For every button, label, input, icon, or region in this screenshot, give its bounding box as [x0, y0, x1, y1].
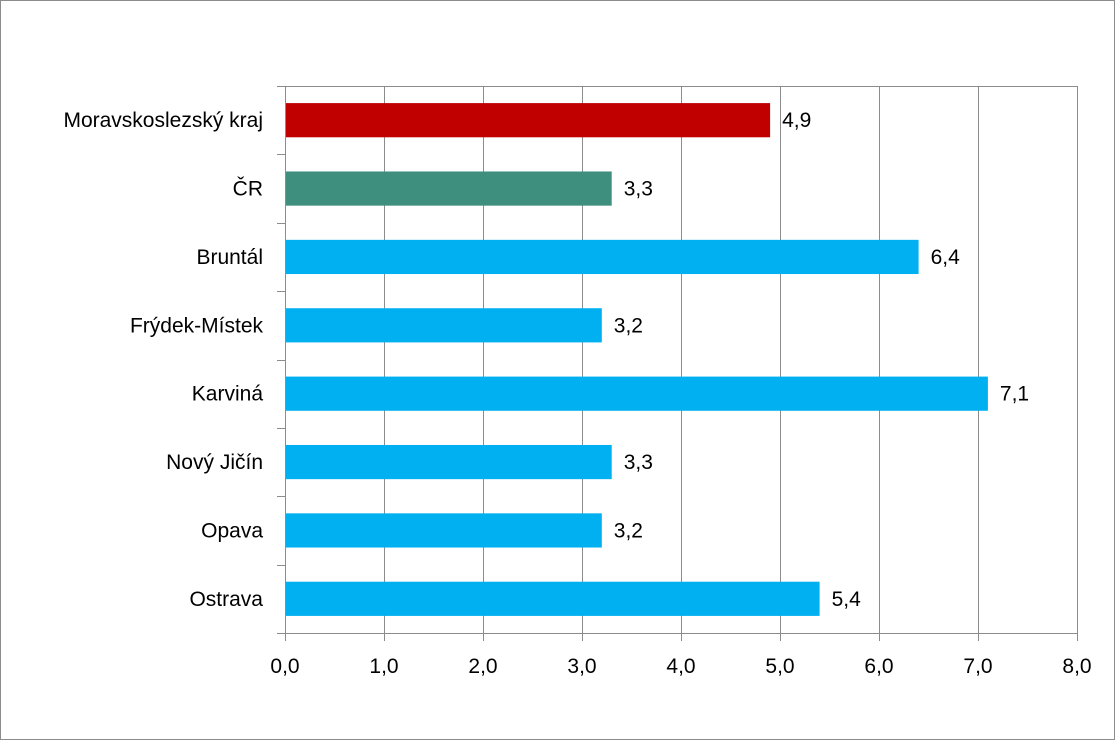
x-tick-label-4: 4,0	[666, 655, 695, 678]
bar-7	[285, 581, 820, 616]
bar-4	[285, 376, 988, 411]
bar-2	[285, 239, 919, 275]
labels-layer: 4,9 Moravskoslezský kraj 3,3 ČR 6,4 Bruntál 3,…	[63, 109, 1091, 678]
category-label-3: Frýdek-Místek	[130, 314, 264, 337]
bars-layer	[285, 103, 988, 616]
grid-layer	[285, 86, 1078, 633]
category-label-4: Karviná	[192, 383, 264, 406]
data-label-1: 3,3	[624, 178, 653, 201]
x-tick-label-5: 5,0	[765, 655, 794, 678]
data-label-2: 6,4	[931, 246, 961, 269]
x-tick-label-0: 0,0	[270, 655, 299, 678]
category-label-5: Nový Jičín	[166, 451, 263, 474]
category-label-0: Moravskoslezský kraj	[63, 109, 263, 132]
category-label-1: ČR	[233, 178, 263, 201]
bar-1	[285, 171, 612, 206]
x-tick-label-1: 1,0	[369, 655, 398, 678]
data-label-4: 7,1	[1000, 383, 1029, 406]
x-tick-label-2: 2,0	[468, 655, 497, 678]
bar-3	[285, 308, 602, 343]
data-label-7: 5,4	[832, 588, 862, 611]
data-label-3: 3,2	[614, 314, 643, 337]
data-label-5: 3,3	[624, 451, 653, 474]
bar-6	[285, 513, 602, 548]
category-label-6: Opava	[201, 519, 263, 542]
category-label-7: Ostrava	[189, 588, 263, 611]
x-tick-label-3: 3,0	[567, 655, 596, 678]
bar-0	[285, 103, 771, 138]
x-tick-label-8: 8,0	[1062, 655, 1091, 678]
axis-layer	[277, 86, 1078, 641]
x-tick-label-6: 6,0	[864, 655, 893, 678]
bar-5	[285, 444, 612, 480]
category-label-2: Bruntál	[196, 246, 263, 269]
x-tick-label-7: 7,0	[963, 655, 992, 678]
data-label-0: 4,9	[782, 109, 811, 132]
data-label-6: 3,2	[614, 519, 643, 542]
